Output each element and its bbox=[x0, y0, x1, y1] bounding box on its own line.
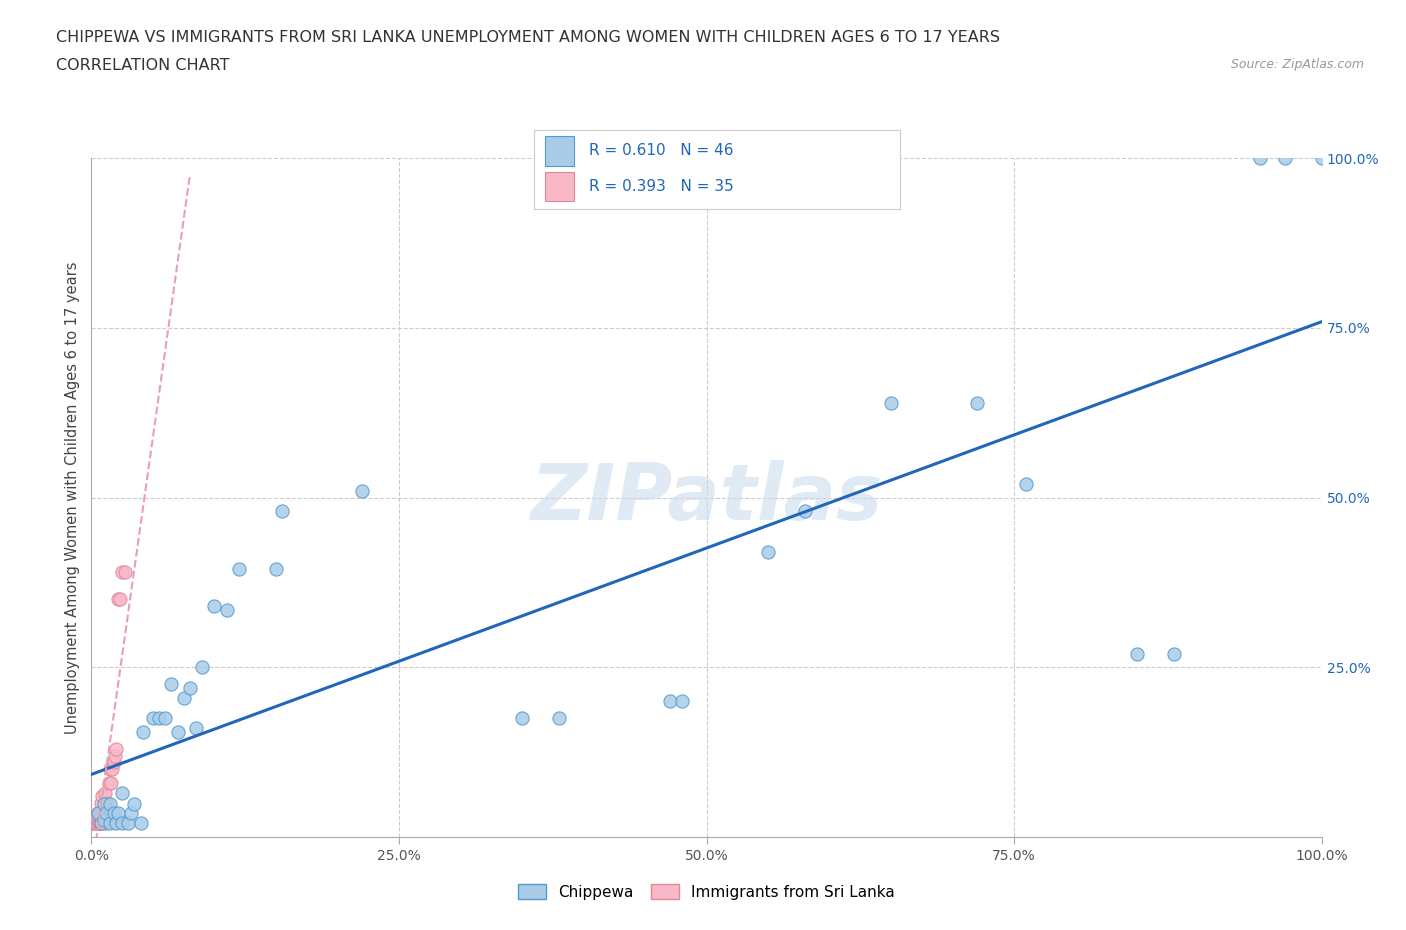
Point bbox=[84, 813, 107, 828]
Point bbox=[228, 562, 250, 577]
Point bbox=[86, 816, 108, 830]
Text: CORRELATION CHART: CORRELATION CHART bbox=[56, 58, 229, 73]
Point bbox=[90, 816, 112, 830]
Point bbox=[264, 562, 287, 577]
Point bbox=[98, 816, 121, 830]
Point bbox=[86, 805, 108, 820]
Point bbox=[82, 816, 104, 830]
Point bbox=[97, 776, 120, 790]
Point bbox=[179, 680, 201, 695]
Point bbox=[105, 741, 127, 756]
Point bbox=[87, 809, 110, 824]
Point bbox=[547, 711, 569, 725]
Point bbox=[96, 796, 118, 811]
Point bbox=[1163, 646, 1185, 661]
Point bbox=[86, 805, 108, 820]
Point bbox=[111, 816, 134, 830]
Point bbox=[1249, 151, 1271, 166]
Point bbox=[111, 565, 134, 579]
Point bbox=[107, 592, 129, 607]
Point bbox=[90, 796, 112, 811]
Point bbox=[1274, 151, 1296, 166]
Point bbox=[89, 805, 111, 820]
Point bbox=[191, 660, 214, 675]
Point bbox=[671, 694, 693, 709]
Point bbox=[756, 544, 779, 559]
Point bbox=[96, 816, 117, 830]
Point bbox=[90, 816, 112, 830]
Point bbox=[83, 813, 105, 828]
Point bbox=[148, 711, 170, 725]
Point bbox=[98, 797, 121, 812]
Text: CHIPPEWA VS IMMIGRANTS FROM SRI LANKA UNEMPLOYMENT AMONG WOMEN WITH CHILDREN AGE: CHIPPEWA VS IMMIGRANTS FROM SRI LANKA UN… bbox=[56, 30, 1000, 45]
Point bbox=[184, 721, 207, 736]
Bar bbox=[546, 136, 575, 166]
Text: R = 0.610   N = 46: R = 0.610 N = 46 bbox=[589, 143, 734, 158]
Point bbox=[1126, 646, 1149, 661]
Point bbox=[89, 816, 111, 830]
Point bbox=[108, 592, 131, 607]
Point bbox=[94, 786, 117, 801]
Point bbox=[114, 565, 136, 579]
Point bbox=[91, 789, 114, 804]
Text: Source: ZipAtlas.com: Source: ZipAtlas.com bbox=[1230, 58, 1364, 71]
Point bbox=[142, 711, 165, 725]
Point bbox=[103, 805, 125, 820]
Point bbox=[87, 816, 110, 830]
Point bbox=[1310, 151, 1333, 166]
Point bbox=[1015, 476, 1038, 491]
Point bbox=[966, 395, 988, 410]
Point bbox=[132, 724, 155, 739]
Point bbox=[104, 748, 127, 763]
Point bbox=[510, 711, 533, 725]
Point bbox=[202, 599, 225, 614]
Point bbox=[124, 797, 146, 812]
Point bbox=[93, 816, 115, 830]
Point bbox=[352, 484, 374, 498]
Point bbox=[166, 724, 188, 739]
Point bbox=[98, 762, 121, 777]
Point bbox=[93, 813, 115, 828]
Y-axis label: Unemployment Among Women with Children Ages 6 to 17 years: Unemployment Among Women with Children A… bbox=[65, 261, 80, 734]
Point bbox=[105, 816, 127, 830]
Point bbox=[793, 504, 815, 519]
Point bbox=[86, 816, 108, 830]
Point bbox=[129, 816, 152, 830]
Point bbox=[658, 694, 681, 709]
Point bbox=[271, 504, 294, 519]
Point bbox=[96, 805, 117, 820]
Point bbox=[93, 797, 115, 812]
Legend: Chippewa, Immigrants from Sri Lanka: Chippewa, Immigrants from Sri Lanka bbox=[510, 876, 903, 908]
Point bbox=[880, 395, 903, 410]
Point bbox=[120, 805, 142, 820]
Point bbox=[90, 809, 112, 824]
Point bbox=[160, 677, 183, 692]
Text: R = 0.393   N = 35: R = 0.393 N = 35 bbox=[589, 179, 734, 194]
Point bbox=[153, 711, 177, 725]
Point bbox=[111, 786, 134, 801]
Point bbox=[84, 816, 107, 830]
Bar bbox=[546, 172, 575, 202]
Point bbox=[86, 809, 108, 824]
Text: ZIPatlas: ZIPatlas bbox=[530, 459, 883, 536]
Point bbox=[80, 816, 103, 830]
Point bbox=[86, 813, 108, 828]
Point bbox=[103, 755, 125, 770]
Point bbox=[96, 805, 117, 820]
Point bbox=[101, 762, 124, 777]
Point bbox=[93, 805, 115, 820]
Point bbox=[107, 805, 129, 820]
Point bbox=[173, 690, 195, 705]
Point bbox=[100, 776, 122, 790]
Point bbox=[117, 816, 139, 830]
Point bbox=[215, 602, 238, 617]
